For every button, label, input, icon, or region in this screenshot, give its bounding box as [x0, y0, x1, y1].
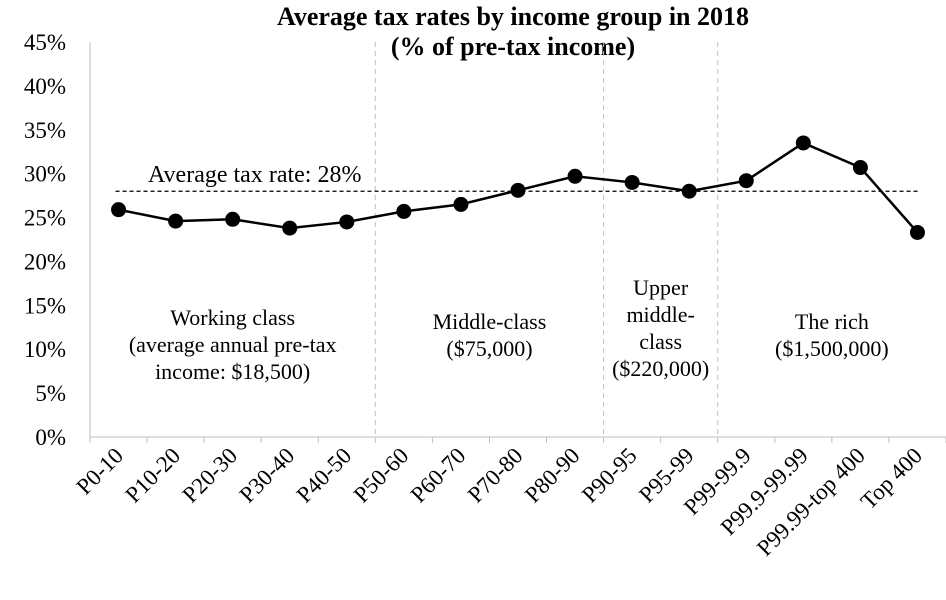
data-point — [453, 196, 469, 212]
group-label: Upper middle-class ($220,000) — [612, 275, 709, 381]
group-label: The rich ($1,500,000) — [775, 309, 889, 361]
group-label-line: The rich — [795, 309, 869, 334]
x-tick-label: P0-10 — [72, 443, 129, 500]
y-tick-label: 25% — [24, 206, 66, 231]
group-label-line: ($1,500,000) — [775, 336, 889, 361]
y-tick-label: 5% — [35, 381, 66, 406]
data-point — [225, 211, 241, 227]
group-label-line: Upper — [633, 275, 689, 300]
x-tick-label: P40-50 — [292, 443, 357, 508]
group-label-line: Working class — [170, 305, 295, 330]
data-point — [168, 213, 184, 229]
data-point — [510, 182, 526, 198]
y-tick-label: 10% — [24, 337, 66, 362]
x-tick-label: P20-30 — [178, 443, 243, 508]
data-point — [681, 183, 697, 199]
x-tick-label: P70-80 — [463, 443, 528, 508]
data-point — [282, 220, 298, 236]
x-tick-label: P90-95 — [577, 443, 642, 508]
data-point — [567, 168, 583, 184]
y-tick-label: 45% — [24, 30, 66, 55]
y-tick-label: 30% — [24, 162, 66, 187]
x-tick-label: P60-70 — [406, 443, 471, 508]
group-label-line: middle- — [626, 302, 694, 327]
data-point — [396, 203, 412, 219]
y-tick-label: 20% — [24, 249, 66, 274]
data-point — [909, 224, 925, 240]
chart-title: Average tax rates by income group in 201… — [276, 2, 750, 31]
y-tick-label: 0% — [35, 425, 66, 450]
average-rate-label: Average tax rate: 28% — [148, 162, 361, 188]
data-point — [624, 174, 640, 190]
y-tick-label: 40% — [24, 74, 66, 99]
data-point — [852, 160, 868, 176]
data-point — [738, 173, 754, 189]
x-tick-label: P50-60 — [349, 443, 414, 508]
group-label-line: (average annual pre-tax — [129, 332, 337, 357]
group-label-line: Middle-class — [433, 309, 547, 334]
x-tick-label: P80-90 — [520, 443, 585, 508]
data-point — [339, 214, 355, 230]
y-tick-label: 35% — [24, 118, 66, 143]
x-tick-label: P30-40 — [235, 443, 300, 508]
group-label-line: ($75,000) — [446, 336, 532, 361]
data-point — [111, 202, 127, 218]
group-label: Working class (average annual pre-tax inco… — [129, 305, 337, 384]
chart-subtitle: (% of pre-tax income) — [390, 32, 636, 61]
chart-title-block: Average tax rates by income group in 201… — [90, 2, 936, 62]
group-label-line: ($220,000) — [612, 356, 709, 381]
y-tick-label: 15% — [24, 293, 66, 318]
x-tick-label: P10-20 — [120, 443, 185, 508]
group-label-line: class — [639, 329, 682, 354]
group-label-line: income: $18,500) — [155, 359, 310, 384]
data-point — [795, 135, 811, 151]
x-tick-label: Top 400 — [856, 443, 927, 514]
group-label: Middle-class ($75,000) — [433, 309, 547, 361]
